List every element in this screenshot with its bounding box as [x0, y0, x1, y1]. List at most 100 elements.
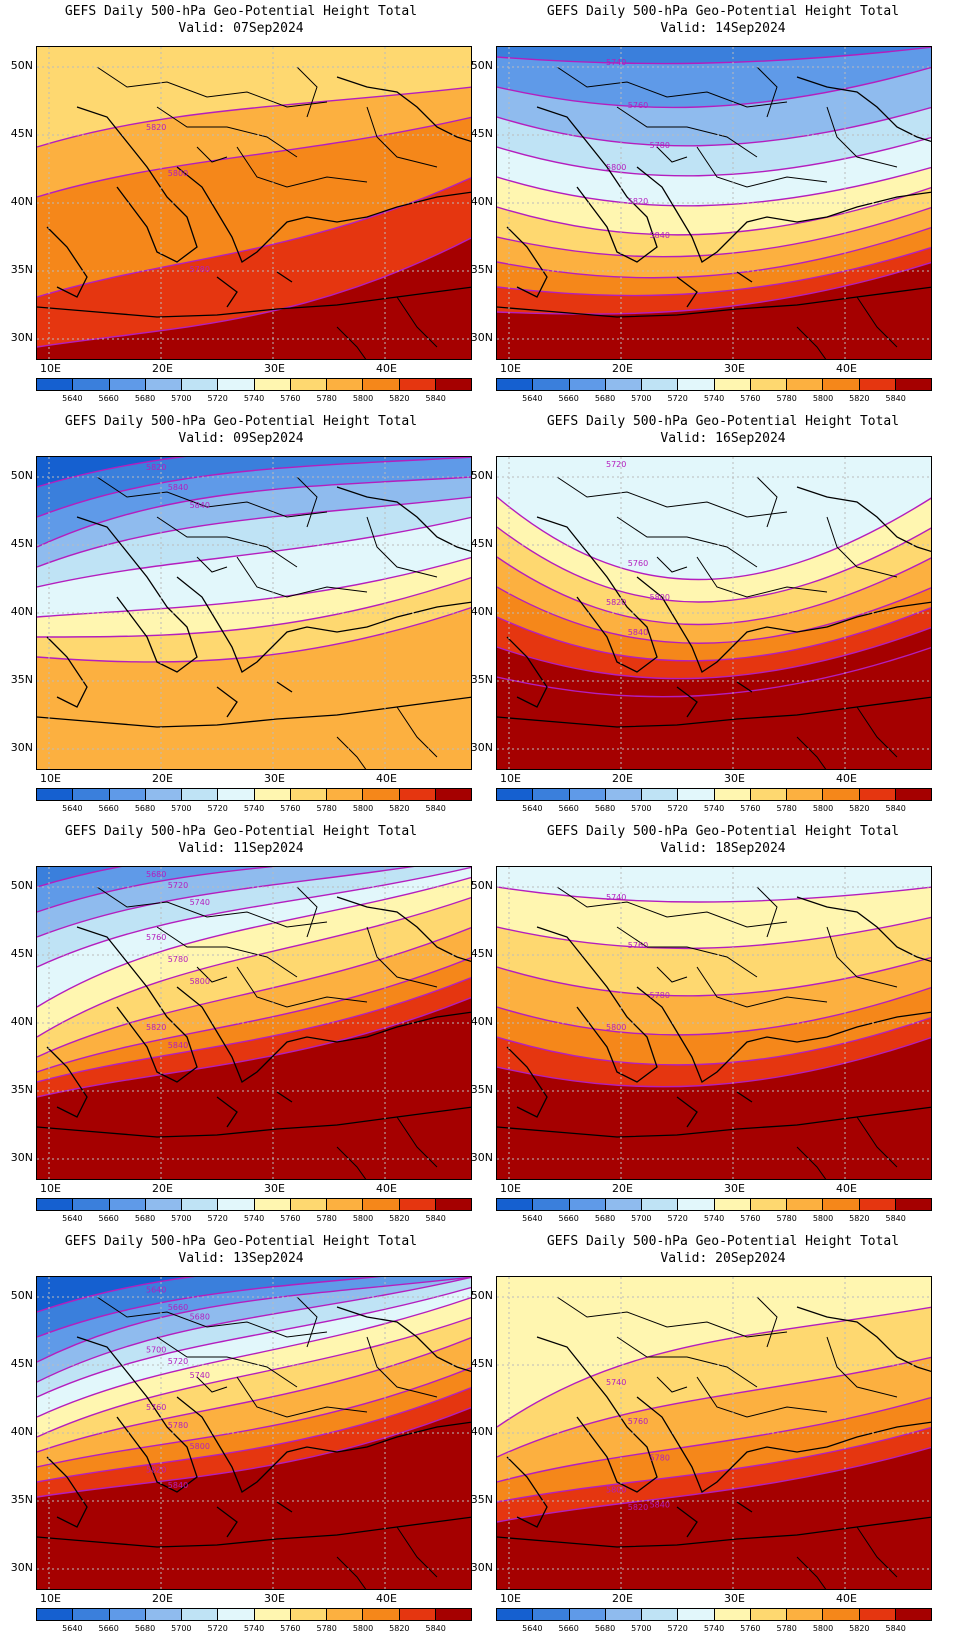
longitude-label: 20E	[612, 362, 633, 375]
longitude-label: 20E	[612, 1182, 633, 1195]
panel-valid-date: Valid: 11Sep2024	[178, 841, 304, 856]
colorbar-swatch	[218, 379, 255, 390]
map-panel-5: GEFS Daily 500-hPa Geo-Potential Height …	[0, 820, 482, 1230]
longitude-label: 10E	[40, 1182, 61, 1195]
latitude-label: 30N	[470, 741, 493, 754]
colorbar-swatch	[533, 1609, 570, 1620]
colorbar-swatch	[750, 1199, 787, 1210]
colorbar-level-label: 5820	[849, 394, 870, 403]
contour-label: 5760	[146, 933, 166, 942]
latitude-label: 50N	[10, 879, 33, 892]
latitude-label: 35N	[10, 263, 33, 276]
contour-line	[497, 526, 931, 603]
colorbar-level-label: 5780	[316, 1214, 337, 1223]
contour-line	[497, 886, 931, 903]
contour-line	[497, 261, 931, 315]
contour-line	[497, 47, 931, 65]
map-frame: 5820 5840 5840	[36, 456, 472, 770]
colorbar	[496, 1198, 932, 1211]
contour-label: 5680	[190, 1313, 210, 1322]
contour-line	[497, 916, 931, 950]
colorbar-level-label: 5640	[62, 1214, 83, 1223]
colorbar	[496, 378, 932, 391]
colorbar-level-label: 5780	[316, 804, 337, 813]
colorbar-swatch	[605, 789, 642, 800]
latitude-label: 50N	[10, 469, 33, 482]
country-borders	[96, 476, 438, 769]
longitude-label: 20E	[152, 362, 173, 375]
height-band	[37, 997, 471, 1179]
colorbar-level-label: 5820	[389, 1624, 410, 1633]
map-frame: 5680 5720 5740 5760 5780 5800 5820 5840	[36, 866, 472, 1180]
contour-label: 5780	[650, 141, 670, 150]
colorbar-swatch	[327, 1199, 364, 1210]
contour-line	[37, 457, 471, 518]
coastline	[37, 1306, 471, 1548]
latitude-label: 40N	[10, 1015, 33, 1028]
colorbar-swatch	[290, 379, 327, 390]
colorbar-level-label: 5660	[98, 804, 119, 813]
contour-label: 5840	[190, 501, 210, 510]
colorbar-swatch	[642, 789, 679, 800]
panel-valid-date: Valid: 20Sep2024	[660, 1251, 786, 1266]
contour-line	[497, 626, 931, 680]
latitude-label: 30N	[470, 331, 493, 344]
map-panel-1: GEFS Daily 500-hPa Geo-Potential Height …	[0, 0, 482, 410]
contour-label: 5800	[606, 163, 626, 172]
colorbar-level-label: 5660	[558, 1214, 579, 1223]
longitude-label: 30E	[724, 362, 745, 375]
colorbar-level-label: 5800	[352, 1214, 374, 1223]
colorbar-swatch	[254, 789, 291, 800]
colorbar-level-label: 5740	[243, 1624, 265, 1633]
coastline	[497, 896, 931, 1138]
colorbar-swatch	[109, 379, 146, 390]
contour-label: 5780	[650, 1454, 670, 1463]
latitude-label: 50N	[470, 1289, 493, 1302]
colorbar-swatch	[290, 1609, 327, 1620]
coastline	[497, 486, 931, 728]
colorbar-swatch	[254, 1199, 291, 1210]
contour-line	[37, 1277, 471, 1383]
colorbar	[36, 1608, 472, 1621]
latitude-label: 30N	[10, 1561, 33, 1574]
colorbar-level-label: 5760	[280, 804, 301, 813]
longitude-label: 10E	[40, 772, 61, 785]
colorbar-swatch	[109, 789, 146, 800]
contour-line	[37, 1367, 471, 1468]
height-band	[497, 647, 931, 769]
longitude-label: 40E	[376, 772, 397, 785]
colorbar-swatch	[750, 1609, 787, 1620]
contour-line	[497, 1356, 931, 1458]
colorbar-swatch	[145, 1609, 182, 1620]
colorbar-swatch	[399, 379, 436, 390]
map-frame: 5740 5760 5780 5800 5820 5840	[496, 46, 932, 360]
contour-label: 5700	[146, 1346, 166, 1355]
contour-label: 5740	[606, 58, 626, 67]
contour-label: 5740	[606, 1378, 626, 1387]
latitude-label: 40N	[470, 1425, 493, 1438]
colorbar-swatch	[642, 1199, 679, 1210]
colorbar-level-label: 5680	[134, 394, 156, 403]
colorbar	[36, 1198, 472, 1211]
contour-label: 5820	[146, 123, 166, 132]
country-borders	[556, 66, 898, 359]
colorbar-level-label: 5840	[425, 1624, 446, 1633]
colorbar-swatch	[399, 1199, 436, 1210]
colorbar-level-label: 5780	[776, 804, 797, 813]
colorbar-level-label: 5800	[812, 394, 834, 403]
colorbar-swatch	[533, 379, 570, 390]
contour-line	[497, 186, 931, 236]
contour-label: 5800	[606, 1023, 626, 1032]
colorbar-level-label: 5840	[885, 1214, 906, 1223]
latitude-label: 30N	[470, 1151, 493, 1164]
colorbar-swatch	[714, 1609, 751, 1620]
map-frame: 5640 5660 5680 5700 5720 5740 5760 5780 5800 5820…	[36, 1276, 472, 1590]
longitude-label: 10E	[500, 772, 521, 785]
latitude-label: 45N	[10, 947, 33, 960]
colorbar-level-label: 5820	[849, 1624, 870, 1633]
contour-line	[497, 226, 931, 279]
longitude-label: 10E	[40, 1592, 61, 1605]
colorbar-swatch	[859, 1609, 896, 1620]
colorbar-swatch	[569, 379, 606, 390]
